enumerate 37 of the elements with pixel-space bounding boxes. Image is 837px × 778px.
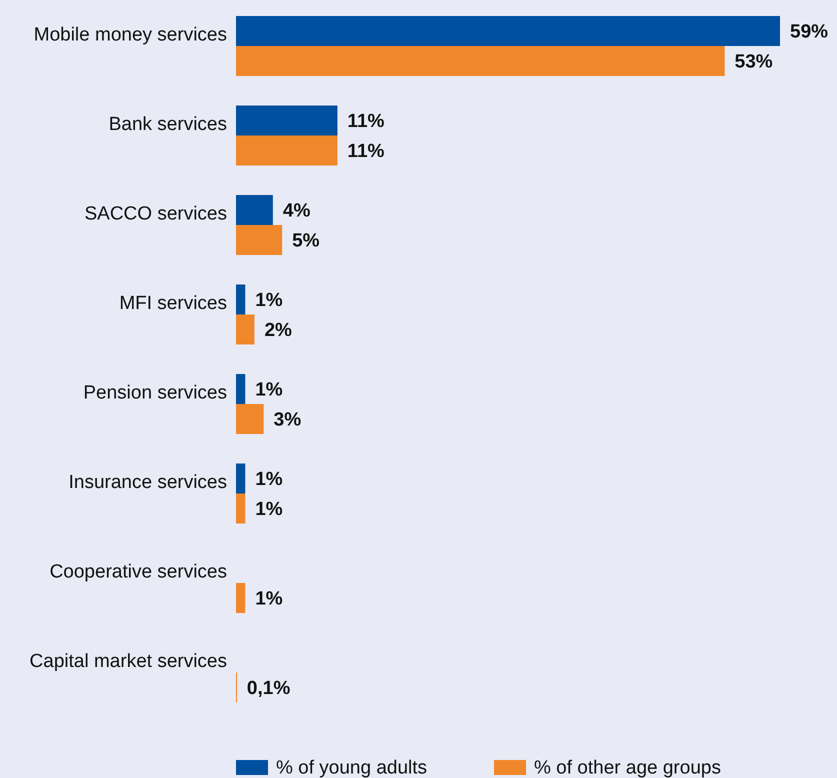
data-label: 53% (734, 52, 773, 73)
bar (236, 314, 254, 344)
data-label: 11% (347, 141, 385, 162)
data-label: 2% (264, 320, 292, 342)
bar (236, 494, 246, 524)
data-label: 1% (255, 499, 283, 520)
bar (236, 136, 338, 166)
y-tick-label: Mobile money services (34, 24, 227, 46)
legend-label: % of other age groups (534, 758, 721, 778)
bar (236, 464, 246, 494)
data-label: 4% (282, 200, 310, 222)
bar (236, 195, 273, 225)
bar (236, 583, 246, 613)
data-label: 3% (274, 410, 302, 431)
data-label: 1% (255, 469, 283, 490)
bar (236, 225, 282, 255)
y-tick-label: Insurance services (68, 472, 227, 494)
y-tick-label: Bank services (108, 114, 227, 136)
data-label: 59% (790, 22, 828, 43)
bar (236, 284, 246, 314)
y-tick-label: Pension services (83, 382, 227, 404)
data-label: 1% (255, 380, 283, 401)
y-tick-label: Cooperative services (50, 562, 227, 583)
data-label: 11% (347, 111, 385, 132)
bar (236, 404, 264, 434)
y-tick-label: MFI services (119, 293, 227, 314)
data-label: 1% (255, 588, 283, 610)
data-label: 5% (292, 230, 320, 252)
bar (236, 46, 725, 76)
data-label: 0,1% (246, 678, 290, 700)
legend-label: % of young adults (276, 758, 428, 778)
bar (236, 374, 246, 404)
y-tick-label: SACCO services (84, 204, 227, 225)
bar (236, 106, 338, 136)
y-tick-label: Capital market services (30, 651, 227, 672)
bar (236, 16, 780, 46)
data-label: 1% (255, 290, 283, 312)
